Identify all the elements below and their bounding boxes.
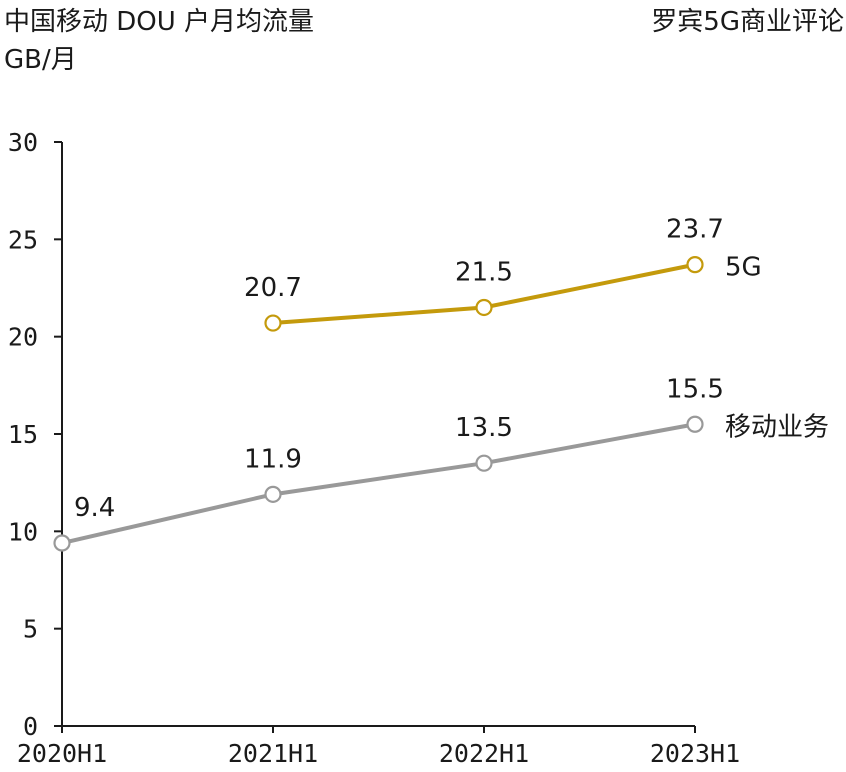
axes: 0 5 10 15 20 25 30 2020H1 2021H1 2022H1 2023H1 (8, 128, 740, 768)
y-axis-unit: GB/月 (4, 45, 77, 75)
x-tick-label: 2023H1 (650, 739, 740, 768)
y-tick-label: 25 (8, 225, 38, 254)
y-tick-label: 15 (8, 420, 38, 449)
series-line (61, 422, 696, 545)
data-label: 20.7 (244, 273, 302, 303)
series-5g: 20.7 21.5 23.75G (244, 215, 762, 332)
data-label: 13.5 (455, 413, 513, 443)
data-label: 21.5 (455, 257, 513, 287)
y-tick-label: 5 (23, 615, 38, 644)
y-tick-label: 10 (8, 517, 38, 546)
x-tick-label: 2020H1 (17, 739, 107, 768)
series-name-label: 5G (725, 253, 762, 283)
chart-title: 中国移动 DOU 户月均流量 (4, 7, 315, 37)
data-label: 23.7 (666, 215, 724, 245)
data-point (686, 415, 704, 433)
series-name-label: 移动业务 (725, 412, 829, 442)
y-tick-label: 0 (23, 712, 38, 741)
data-label: 11.9 (244, 444, 302, 474)
data-point (475, 298, 493, 317)
data-point (53, 534, 71, 552)
y-tick-label: 20 (8, 323, 38, 352)
x-tick-label: 2021H1 (228, 739, 318, 768)
data-point (264, 485, 282, 503)
data-point (264, 314, 282, 332)
data-label: 15.5 (666, 374, 724, 404)
source-label: 罗宾5G商业评论 (651, 7, 844, 37)
y-tick-label: 30 (8, 128, 38, 157)
x-tick-label: 2022H1 (439, 739, 529, 768)
data-label: 9.4 (74, 493, 115, 523)
data-point (475, 454, 493, 472)
data-point (686, 256, 704, 274)
